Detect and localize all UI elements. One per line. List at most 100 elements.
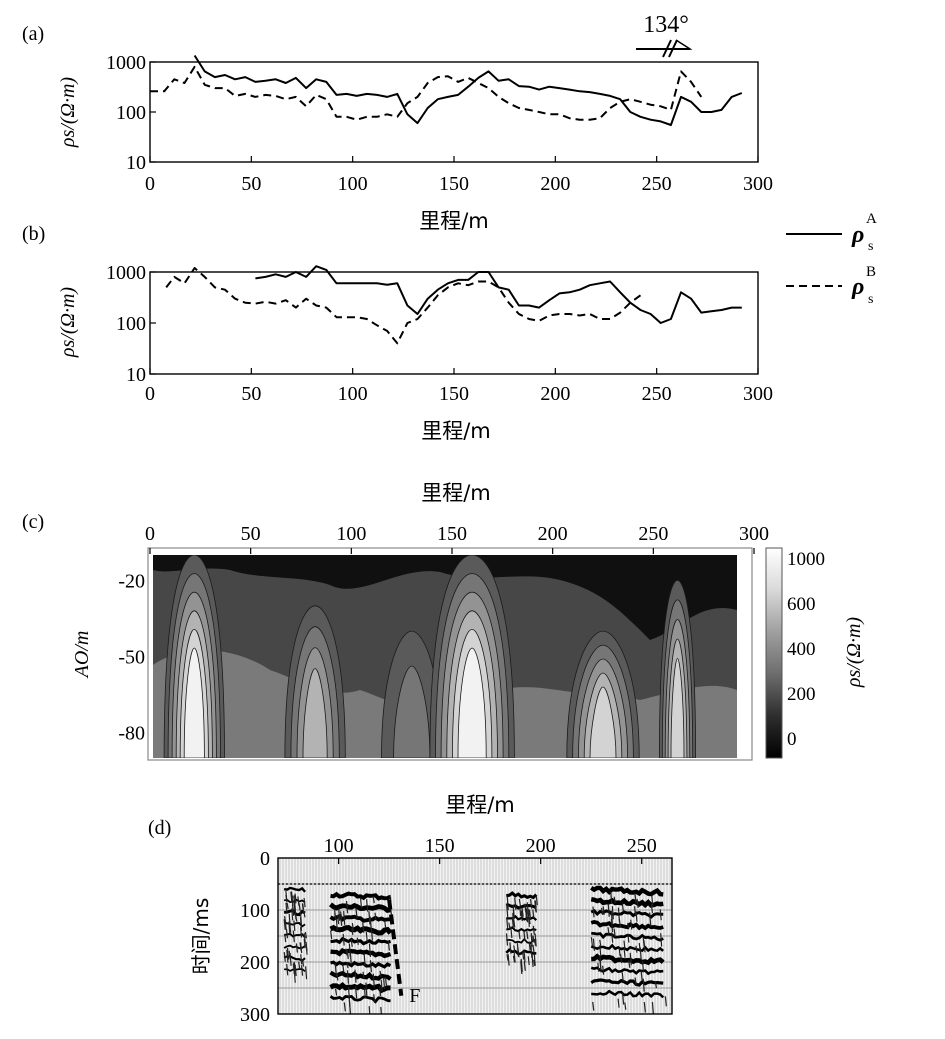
trace-wiggle bbox=[532, 935, 535, 943]
trace-wiggle bbox=[370, 928, 373, 941]
colorbar-tick-label: 0 bbox=[787, 729, 797, 750]
trace-wiggle bbox=[355, 986, 358, 999]
trace-wiggle bbox=[292, 930, 295, 943]
trace-wiggle bbox=[512, 904, 515, 915]
trace-wiggle bbox=[526, 902, 529, 915]
trace-wiggle bbox=[286, 949, 289, 963]
trace-wiggle bbox=[592, 1001, 595, 1011]
x-tick-label: 250 bbox=[642, 383, 672, 405]
reflector bbox=[590, 909, 664, 919]
trace-wiggle bbox=[520, 958, 523, 972]
trace-wiggle bbox=[641, 961, 645, 973]
trace-wiggle bbox=[294, 908, 297, 920]
trace-wiggle bbox=[664, 996, 667, 1007]
trace-wiggle bbox=[512, 912, 515, 927]
trace-wiggle bbox=[622, 992, 625, 1005]
trace-wiggle bbox=[335, 918, 338, 932]
trace-wiggle bbox=[607, 927, 610, 935]
trace-wiggle bbox=[304, 931, 307, 939]
trace-wiggle bbox=[506, 905, 509, 919]
trace-wiggle bbox=[528, 909, 531, 917]
reflector bbox=[330, 960, 392, 969]
trace-wiggle bbox=[299, 927, 303, 938]
anomaly-column bbox=[429, 555, 515, 758]
y-tick-label: -50 bbox=[118, 647, 145, 669]
trace-wiggle bbox=[627, 922, 630, 930]
y-tick-label: 100 bbox=[240, 900, 270, 922]
trace-wiggle bbox=[533, 938, 537, 946]
trace-wiggle bbox=[347, 987, 351, 1000]
reflector-group bbox=[283, 886, 308, 983]
reflector bbox=[330, 948, 392, 959]
contour-band bbox=[393, 665, 431, 758]
x-tick-label: 250 bbox=[638, 523, 668, 545]
trace-wiggle bbox=[300, 954, 303, 965]
trace-wiggle bbox=[592, 938, 596, 951]
legend: ρ A s ρ B s bbox=[786, 211, 877, 307]
trace-wiggle bbox=[286, 963, 289, 976]
legend-sup-b: B bbox=[866, 264, 876, 280]
trace-wiggle bbox=[630, 919, 633, 930]
trace-wiggle bbox=[374, 912, 377, 920]
trace-wiggle bbox=[343, 1002, 346, 1012]
panel-a-annotation-arrow bbox=[636, 39, 693, 58]
trace-wiggle bbox=[599, 961, 602, 973]
x-tick-label: 200 bbox=[526, 835, 556, 857]
trace-wiggle bbox=[380, 1006, 382, 1014]
panel-d: 里程/m (d) 时间/ms 100 150 200 250 0 100 200 300 F bbox=[148, 793, 673, 1026]
x-tick-label: 0 bbox=[145, 523, 155, 545]
trace-wiggle bbox=[359, 897, 363, 909]
trace-wiggle bbox=[365, 931, 368, 943]
trace-wiggle bbox=[382, 977, 386, 990]
panel-c-label: (c) bbox=[22, 511, 44, 533]
trace-wiggle bbox=[599, 939, 602, 947]
x-tick-label: 200 bbox=[540, 173, 570, 195]
anomaly-column bbox=[381, 630, 443, 758]
panel-a: (a) ρs/(Ω·m) 里程/m 134° 0 50 100 150 200 250 30… bbox=[22, 12, 773, 233]
x-tick-label: 50 bbox=[241, 383, 261, 405]
panel-b: (b) ρs/(Ω·m) 里程/m 0 50 100 150 200 250 300 10 10… bbox=[22, 223, 773, 443]
anomaly-column bbox=[566, 630, 640, 758]
trace-wiggle bbox=[623, 948, 626, 958]
trace-wiggle bbox=[518, 930, 521, 940]
reflector bbox=[506, 914, 538, 921]
trace-wiggle bbox=[518, 898, 521, 906]
x-tick-label: 100 bbox=[338, 173, 368, 195]
reflector bbox=[591, 953, 665, 966]
trace-wiggle bbox=[514, 897, 517, 910]
trace-wiggle bbox=[506, 954, 509, 961]
trace-wiggle bbox=[602, 965, 605, 975]
trace-wiggle bbox=[532, 944, 535, 954]
x-tick-label: 0 bbox=[145, 173, 155, 195]
trace-wiggle bbox=[351, 922, 354, 932]
trace-wiggle bbox=[516, 943, 520, 957]
y-tick-label: -20 bbox=[118, 570, 145, 592]
x-tick-label: 150 bbox=[439, 383, 469, 405]
trace-wiggle bbox=[368, 911, 371, 925]
x-tick-label: 100 bbox=[324, 835, 354, 857]
trace-wiggle bbox=[599, 945, 602, 957]
trace-wiggle bbox=[530, 944, 533, 958]
x-tick-label: 150 bbox=[425, 835, 455, 857]
trace-wiggle bbox=[346, 950, 349, 960]
panel-a-xlabel: 里程/m bbox=[419, 209, 489, 233]
trace-wiggle bbox=[293, 895, 296, 910]
reflector bbox=[329, 995, 391, 1004]
reflector bbox=[591, 989, 665, 999]
x-tick-label: 50 bbox=[241, 523, 261, 545]
reflector bbox=[591, 931, 664, 942]
anomaly-column bbox=[658, 579, 697, 758]
trace-wiggle bbox=[527, 956, 530, 966]
legend-symbol-a: ρ bbox=[851, 222, 864, 248]
colorbar-tick-label: 400 bbox=[787, 639, 816, 660]
trace-wiggle bbox=[384, 920, 387, 929]
trace-wiggle bbox=[521, 951, 525, 960]
trace-wiggle bbox=[378, 986, 382, 996]
reflector-group bbox=[505, 891, 538, 974]
trace-wiggle bbox=[534, 900, 537, 913]
trace-wiggle bbox=[346, 970, 350, 984]
trace-wiggle bbox=[505, 933, 509, 946]
trace-wiggle bbox=[355, 907, 358, 919]
x-tick-label: 100 bbox=[336, 523, 366, 545]
x-tick-label: 0 bbox=[145, 383, 155, 405]
